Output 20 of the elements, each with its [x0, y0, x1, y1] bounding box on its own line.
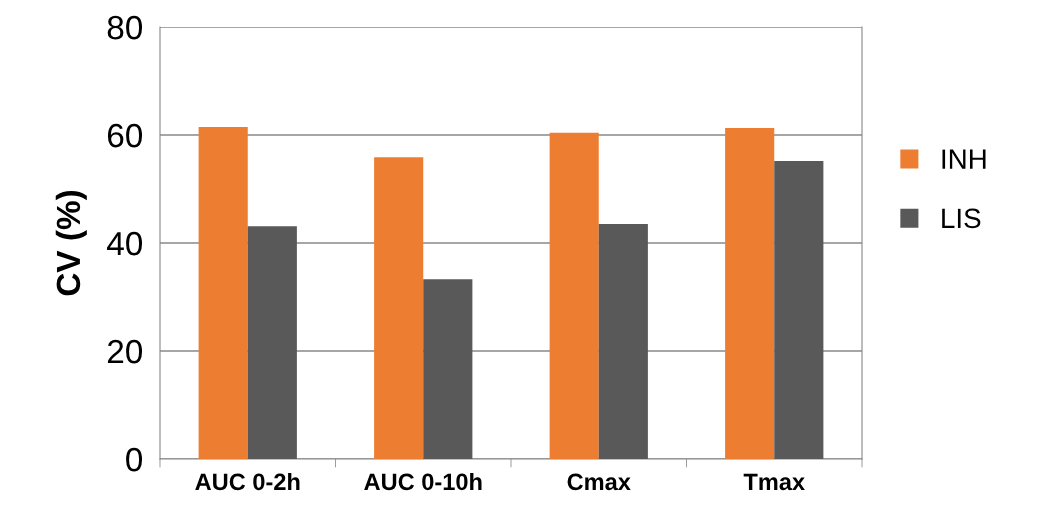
bar [725, 127, 775, 459]
x-tick-label: AUC 0-10h [364, 472, 482, 491]
y-tick-label: 20 [107, 339, 143, 364]
bar [247, 226, 297, 459]
x-tick-label: Cmax [567, 473, 631, 491]
y-tick-label: 0 [126, 447, 143, 472]
y-axis-title: CV (%) [55, 190, 87, 296]
bar [598, 224, 648, 459]
bar [774, 160, 824, 459]
legend-label: INH [942, 149, 986, 169]
y-tick-label: 40 [107, 231, 143, 256]
bar [374, 157, 424, 459]
legend-label: LIS [942, 208, 981, 229]
y-tick-label: 60 [107, 123, 143, 148]
y-tick-label: 80 [107, 15, 143, 40]
bar [198, 126, 248, 459]
bar [549, 132, 599, 459]
x-tick-label: Tmax [743, 473, 805, 491]
bar [423, 279, 473, 459]
x-tick-label: AUC 0-2h [195, 472, 300, 491]
